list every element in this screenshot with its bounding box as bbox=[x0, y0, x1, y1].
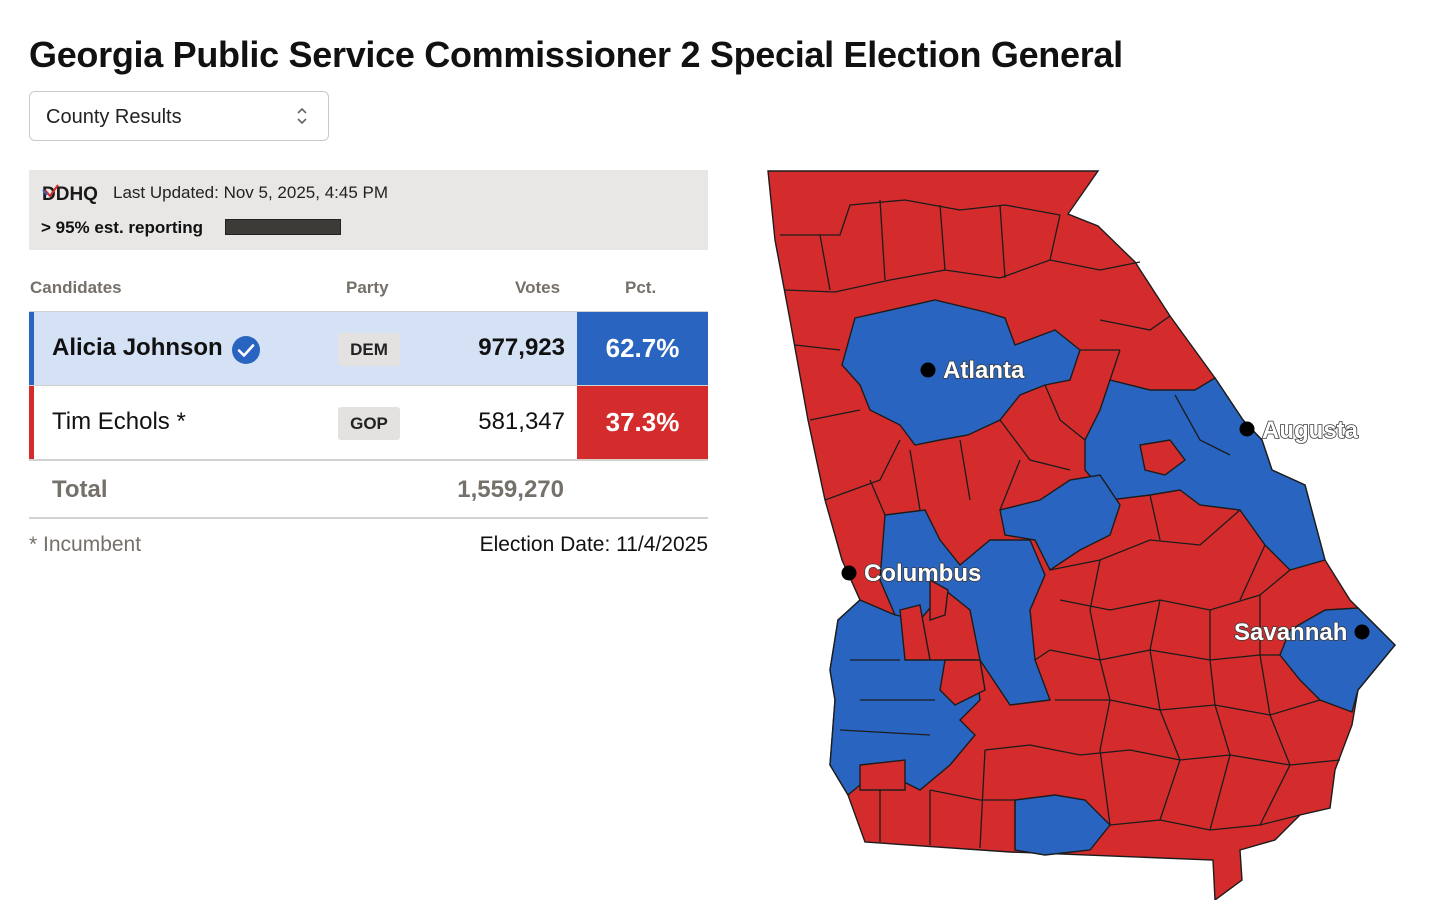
incumbent-note: * Incumbent bbox=[29, 533, 142, 556]
total-divider bbox=[29, 517, 708, 519]
city-columbus: Columbus bbox=[841, 559, 982, 588]
total-votes: 1,559,270 bbox=[457, 476, 564, 503]
candidate-row: Alicia Johnson DEM 977,923 62.7% bbox=[29, 312, 708, 385]
header-candidates: Candidates bbox=[30, 278, 122, 297]
city-label: Atlanta bbox=[943, 357, 1025, 384]
reporting-progress-bar bbox=[225, 219, 341, 235]
ddhq-logo: DDHQ bbox=[42, 184, 98, 204]
city-savannah: Savannah bbox=[1233, 618, 1370, 647]
candidate-row: Tim Echols * GOP 581,347 37.3% bbox=[29, 386, 708, 459]
county-dem bbox=[999, 474, 1121, 572]
county-gop bbox=[1139, 439, 1186, 476]
city-marker bbox=[920, 362, 936, 378]
city-atlanta: Atlanta bbox=[920, 356, 1026, 385]
party-badge: DEM bbox=[338, 333, 400, 366]
status-bar: DDHQ Last Updated: Nov 5, 2025, 4:45 PM … bbox=[29, 170, 708, 250]
party-stripe bbox=[29, 312, 34, 385]
candidate-votes: 977,923 bbox=[478, 334, 565, 361]
city-label: Columbus bbox=[864, 560, 981, 587]
results-view-select[interactable]: County Results bbox=[29, 91, 329, 141]
page-title: Georgia Public Service Commissioner 2 Sp… bbox=[29, 34, 1123, 75]
county-dem bbox=[1014, 794, 1111, 856]
last-updated: Last Updated: Nov 5, 2025, 4:45 PM bbox=[113, 183, 389, 202]
county-gop bbox=[859, 759, 906, 791]
candidate-pct: 37.3% bbox=[577, 386, 708, 459]
city-marker bbox=[1354, 624, 1370, 640]
row-divider bbox=[29, 459, 708, 461]
candidate-name: Alicia Johnson bbox=[52, 334, 223, 361]
city-marker bbox=[841, 565, 857, 581]
header-party: Party bbox=[346, 278, 389, 297]
county-dem bbox=[841, 299, 1081, 446]
candidate-pct: 62.7% bbox=[577, 312, 708, 385]
row-divider bbox=[29, 385, 708, 387]
total-label: Total bbox=[52, 476, 108, 503]
candidate-votes: 581,347 bbox=[478, 408, 565, 435]
results-view-selected: County Results bbox=[46, 106, 182, 128]
county-gop bbox=[929, 578, 949, 621]
county-results-map[interactable]: Atlanta Augusta Columbus Savannah bbox=[760, 165, 1410, 900]
chevron-up-down-icon bbox=[297, 107, 307, 125]
table-divider bbox=[29, 311, 708, 313]
header-votes: Votes bbox=[515, 278, 561, 297]
county-dem bbox=[1084, 377, 1326, 571]
city-label: Augusta bbox=[1262, 417, 1359, 444]
winner-check-icon bbox=[232, 336, 260, 364]
party-stripe bbox=[29, 386, 34, 459]
party-badge: GOP bbox=[338, 407, 400, 440]
county-boundaries bbox=[780, 199, 1341, 850]
county-gop bbox=[939, 659, 986, 706]
city-augusta: Augusta bbox=[1239, 416, 1359, 445]
county-gop bbox=[899, 604, 931, 661]
city-marker bbox=[1239, 421, 1255, 437]
header-pct: Pct. bbox=[625, 278, 657, 297]
election-date: Election Date: 11/4/2025 bbox=[479, 533, 708, 556]
candidate-name: Tim Echols * bbox=[52, 408, 186, 435]
reporting-status: > 95% est. reporting bbox=[41, 218, 204, 237]
city-label: Savannah bbox=[1234, 619, 1347, 646]
